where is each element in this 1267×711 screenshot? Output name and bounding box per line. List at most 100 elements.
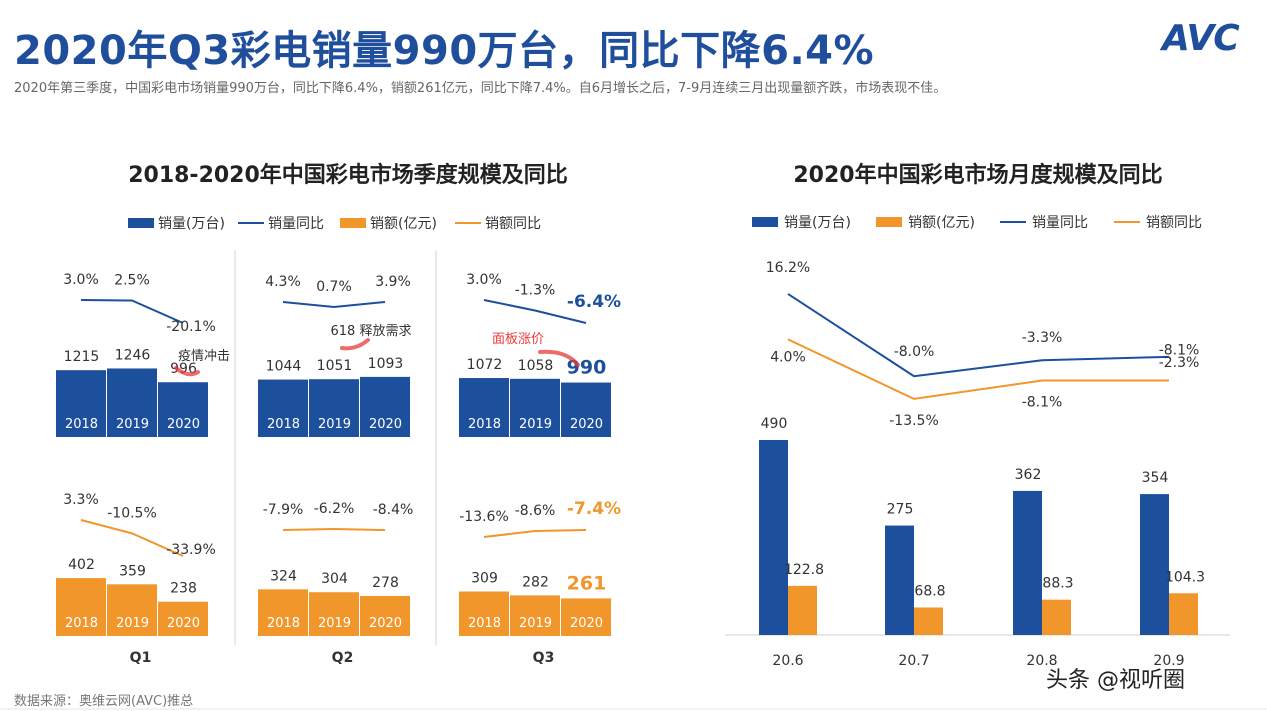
sales-bar-Q2-2019 (309, 592, 359, 636)
sales-yoy-label-Q3-3: -7.4% (567, 499, 621, 519)
monthly-sales-label-20.8: 88.3 (1042, 576, 1073, 592)
monthly-units-label-20.6: 490 (761, 416, 788, 432)
units-bar-Q1-2020 (158, 382, 208, 437)
monthly-legend-swatch-1 (752, 217, 778, 227)
annotation-1: 疫情冲击 (178, 348, 230, 364)
legend-label-4: 销额同比 (485, 216, 541, 232)
units-yoy-label-Q2-2: 0.7% (316, 279, 352, 295)
sales-year-label-Q3-2019: 2019 (519, 616, 552, 631)
units-bar-Q2-2020 (360, 376, 410, 437)
monthly-sales-bar-20.8 (1042, 599, 1071, 635)
monthly-units-label-20.7: 275 (887, 502, 914, 518)
units-value-label-Q2-2019: 1051 (317, 358, 353, 374)
units-value-label-Q3-2018: 1072 (467, 357, 503, 373)
sales-yoy-label-Q3-2: -8.6% (515, 503, 556, 519)
units-bar-Q2-2018 (258, 379, 308, 437)
sales-year-label-Q1-2020: 2020 (167, 616, 200, 631)
legend-label-1: 销量(万台) (158, 216, 225, 232)
group-label-Q1: Q1 (130, 650, 152, 666)
sales-bar-Q3-2018 (459, 591, 509, 636)
units-bar-Q1-2019 (107, 368, 157, 437)
monthly-sales-yoy-line (787, 338, 1169, 400)
watermark: 头条 @视听圈 (1046, 668, 1185, 693)
monthly-sales-bar-20.6 (788, 585, 817, 635)
monthly-units-yoy-line (787, 293, 1170, 378)
sales-value-label-Q1-2020: 238 (170, 581, 197, 597)
monthly-chart-title: 2020年中国彩电市场月度规模及同比 (793, 162, 1162, 188)
monthly-units-bar-20.7 (885, 525, 914, 635)
monthly-units-bar-20.9 (1140, 494, 1169, 635)
legend-swatch-3 (340, 218, 366, 228)
monthly-legend-label-1: 销量(万台) (784, 215, 851, 231)
monthly-units-yoy-label-20.8: -3.3% (1022, 330, 1063, 346)
units-year-label-Q1-2018: 2018 (65, 417, 98, 432)
units-year-label-Q2-2018: 2018 (267, 417, 300, 432)
sales-value-label-Q1-2019: 359 (119, 563, 146, 579)
units-yoy-line-Q3 (483, 299, 587, 324)
units-year-label-Q2-2019: 2019 (318, 417, 351, 432)
units-year-label-Q2-2020: 2020 (369, 417, 402, 432)
monthly-sales-yoy-label-20.6: 4.0% (770, 349, 806, 365)
sales-year-label-Q2-2018: 2018 (267, 616, 300, 631)
sales-yoy-label-Q1-2: -10.5% (107, 505, 157, 521)
units-yoy-label-Q1-1: 3.0% (63, 272, 99, 288)
units-year-label-Q3-2020: 2020 (570, 417, 603, 432)
monthly-sales-bar-20.7 (914, 607, 943, 635)
sales-bar-Q3-2019 (510, 595, 560, 636)
sales-value-label-Q3-2018: 309 (471, 571, 498, 587)
units-year-label-Q1-2019: 2019 (116, 417, 149, 432)
units-bar-Q2-2019 (309, 379, 359, 437)
page-headline: 2020年Q3彩电销量990万台，同比下降6.4% (14, 28, 875, 74)
monthly-units-bar-20.6 (759, 439, 788, 635)
legend-label-2: 销量同比 (268, 216, 324, 232)
monthly-units-label-20.9: 354 (1142, 470, 1169, 486)
sales-yoy-label-Q2-1: -7.9% (263, 502, 304, 518)
monthly-legend-label-4: 销额同比 (1146, 215, 1202, 231)
sales-value-label-Q3-2019: 282 (522, 574, 549, 590)
monthly-units-yoy-label-20.6: 16.2% (766, 260, 810, 276)
sales-value-label-Q1-2018: 402 (68, 557, 95, 573)
units-yoy-line-Q1 (80, 299, 184, 324)
sales-yoy-label-Q2-2: -6.2% (314, 501, 355, 517)
monthly-units-yoy-label-20.7: -8.0% (894, 344, 935, 360)
sales-year-label-Q2-2020: 2020 (369, 616, 402, 631)
units-value-label-Q2-2018: 1044 (266, 359, 302, 375)
units-bar-Q1-2018 (56, 370, 106, 437)
units-yoy-line-Q2 (282, 301, 386, 309)
units-yoy-label-Q2-3: 3.9% (375, 274, 411, 290)
units-yoy-label-Q1-3: -20.1% (166, 319, 216, 335)
monthly-category-label-20.7: 20.7 (898, 653, 929, 669)
sales-yoy-label-Q2-3: -8.4% (373, 502, 414, 518)
sales-value-label-Q3-2020: 261 (567, 572, 607, 594)
monthly-legend-label-2: 销额(亿元) (908, 215, 975, 231)
sales-year-label-Q1-2018: 2018 (65, 616, 98, 631)
monthly-units-bar-20.8 (1013, 490, 1042, 635)
monthly-sales-yoy-label-20.7: -13.5% (889, 413, 939, 429)
units-year-label-Q3-2019: 2019 (519, 417, 552, 432)
sales-yoy-line-Q1 (80, 519, 184, 557)
monthly-category-label-20.9: 20.9 (1153, 653, 1184, 669)
sales-yoy-label-Q1-1: 3.3% (63, 492, 99, 508)
monthly-sales-label-20.6: 122.8 (784, 562, 824, 578)
quarterly-chart-title: 2018-2020年中国彩电市场季度规模及同比 (128, 162, 568, 188)
page-subheadline: 2020年第三季度，中国彩电市场销量990万台，同比下降6.4%，销额261亿元… (14, 81, 947, 96)
monthly-sales-label-20.7: 68.8 (914, 583, 945, 599)
sales-year-label-Q2-2019: 2019 (318, 616, 351, 631)
monthly-units-yoy-label-20.9: -2.3% (1159, 355, 1200, 371)
annotation-arrow-1 (174, 366, 200, 377)
monthly-legend-swatch-2 (876, 217, 902, 227)
units-year-label-Q1-2020: 2020 (167, 417, 200, 432)
monthly-units-label-20.8: 362 (1015, 467, 1042, 483)
sales-value-label-Q2-2019: 304 (321, 571, 348, 587)
monthly-sales-yoy-label-20.9: -8.1% (1159, 343, 1200, 359)
units-value-label-Q1-2018: 1215 (64, 349, 100, 365)
units-bar-Q3-2019 (510, 378, 560, 437)
legend-label-3: 销额(亿元) (370, 216, 437, 232)
sales-year-label-Q1-2019: 2019 (116, 616, 149, 631)
units-yoy-label-Q3-3: -6.4% (567, 292, 621, 312)
sales-yoy-label-Q3-1: -13.6% (459, 509, 509, 525)
units-yoy-label-Q3-2: -1.3% (515, 283, 556, 299)
monthly-category-label-20.6: 20.6 (772, 653, 803, 669)
monthly-legend-label-3: 销量同比 (1032, 215, 1088, 231)
